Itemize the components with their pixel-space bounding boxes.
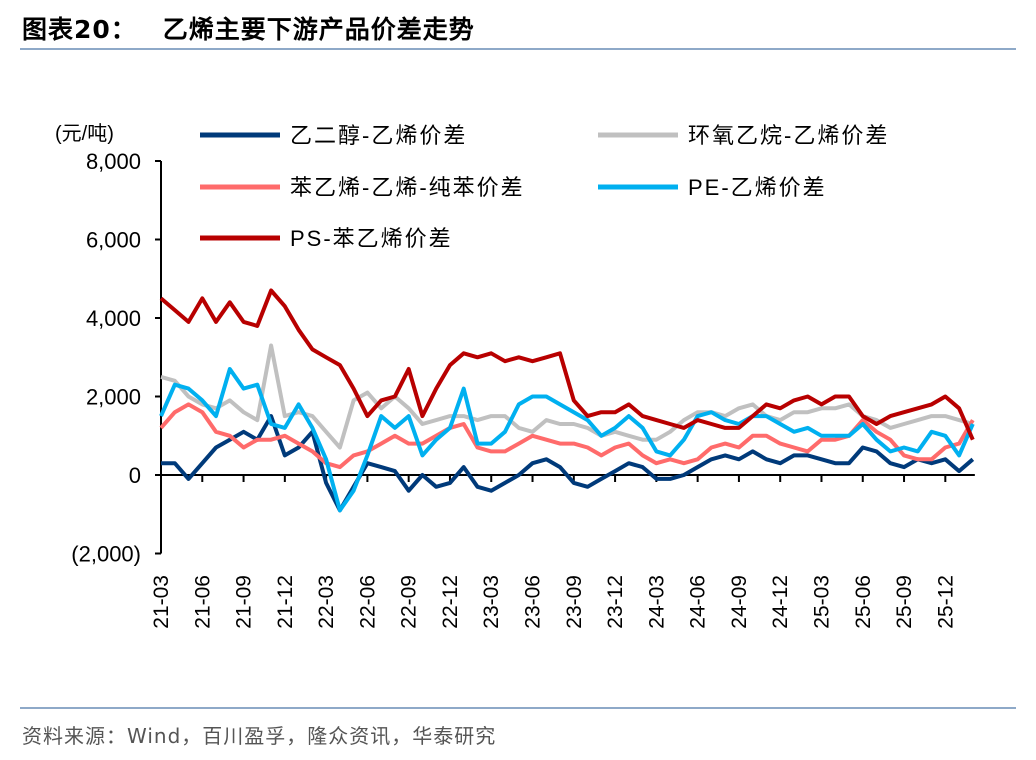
footer-divider bbox=[20, 707, 1016, 709]
y-tick-label: 2,000 bbox=[86, 385, 141, 410]
legend-label: 环氧乙烷-乙烯价差 bbox=[688, 123, 889, 148]
x-tick-label: 25-03 bbox=[810, 575, 833, 629]
x-tick-label: 22-09 bbox=[398, 575, 421, 629]
line-chart: (元/吨) (2,000) 0 2,000 4,000 6,000 8,000 21-03 2… bbox=[55, 122, 975, 629]
x-tick-label: 22-12 bbox=[439, 575, 462, 629]
figure-number: 图表20： bbox=[22, 15, 137, 44]
y-tick-label: 8,000 bbox=[86, 149, 141, 174]
legend-label: PS-苯乙烯价差 bbox=[290, 226, 453, 251]
x-tick-label: 21-12 bbox=[274, 575, 297, 629]
x-tick-label: 23-09 bbox=[563, 575, 586, 629]
series-line-0 bbox=[161, 414, 975, 513]
x-tick-label: 25-12 bbox=[934, 575, 957, 629]
source-note: 资料来源：Wind，百川盈孚，隆众资讯，华泰研究 bbox=[22, 724, 497, 748]
x-tick-label: 21-09 bbox=[233, 575, 256, 629]
legend-label: PE-乙烯价差 bbox=[688, 175, 827, 200]
x-tick-label: 24-09 bbox=[728, 575, 751, 629]
x-tick-label: 23-03 bbox=[480, 575, 503, 629]
x-tick-label: 24-12 bbox=[769, 575, 792, 629]
x-tick-label: 24-03 bbox=[645, 575, 668, 629]
series-line-3 bbox=[159, 367, 975, 513]
x-tick-label: 23-06 bbox=[522, 575, 545, 629]
x-tick-label: 23-12 bbox=[604, 575, 627, 629]
x-tick-label: 25-09 bbox=[893, 575, 916, 629]
x-tick-label: 25-06 bbox=[852, 575, 875, 629]
y-tick-label: 4,000 bbox=[86, 306, 141, 331]
x-tick-label: 22-03 bbox=[315, 575, 338, 629]
series-line-2 bbox=[159, 402, 975, 470]
figure-title-text: 乙烯主要下游产品价差走势 bbox=[162, 15, 475, 44]
x-tick-label: 22-06 bbox=[356, 575, 379, 629]
x-tick-label: 24-06 bbox=[687, 575, 710, 629]
legend-label: 乙二醇-乙烯价差 bbox=[290, 123, 467, 148]
figure-title: 图表20： 乙烯主要下游产品价差走势 bbox=[22, 10, 475, 46]
series-line-1 bbox=[160, 343, 974, 450]
title-divider bbox=[20, 48, 1016, 50]
series-line-4 bbox=[159, 288, 975, 441]
y-tick-label: 0 bbox=[129, 463, 141, 488]
y-tick-label: 6,000 bbox=[86, 228, 141, 253]
legend-label: 苯乙烯-乙烯-纯苯价差 bbox=[290, 175, 525, 200]
x-tick-label: 21-03 bbox=[150, 575, 173, 629]
y-tick-label: (2,000) bbox=[71, 542, 141, 567]
x-tick-label: 21-06 bbox=[191, 575, 214, 629]
y-axis-label: (元/吨) bbox=[55, 122, 114, 145]
